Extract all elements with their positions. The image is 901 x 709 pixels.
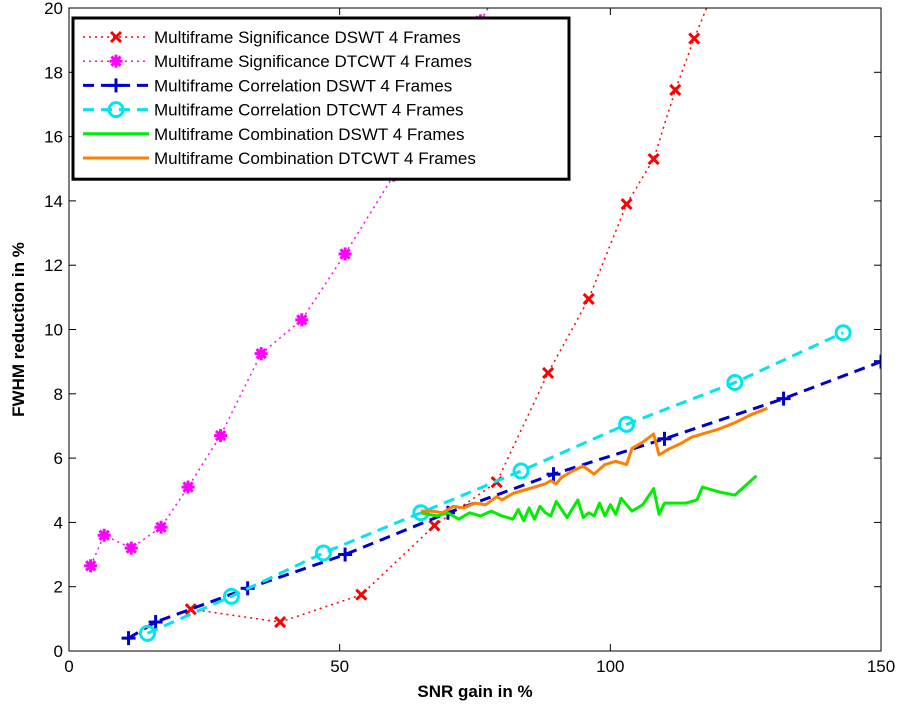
data-point: [355, 588, 368, 601]
legend-label: Multiframe Combination DTCWT 4 Frames: [154, 149, 476, 168]
data-point: [154, 520, 168, 534]
data-point: [582, 292, 595, 306]
legend-label: Multiframe Significance DSWT 4 Frames: [154, 28, 461, 47]
x-axis-title: SNR gain in %: [417, 682, 532, 701]
data-point: [181, 480, 195, 494]
data-point: [428, 519, 441, 532]
data-point: [148, 615, 163, 630]
series-layer: [84, 0, 881, 646]
data-point: [705, 0, 715, 3]
series-5: [420, 474, 758, 523]
axis-ticks: 0 50 100 150 0 2 4 6 8 10 12 14 16 18 20: [44, 0, 895, 676]
data-point: [138, 624, 156, 642]
series-line: [146, 331, 844, 635]
y-tick-label: 16: [44, 128, 63, 147]
legend-label: Multiframe Significance DTCWT 4 Frames: [154, 52, 472, 71]
data-point: [834, 324, 852, 342]
x-tick-label: 50: [330, 657, 349, 676]
legend-label: Multiframe Correlation DTCWT 4 Frames: [154, 101, 464, 120]
data-point: [647, 153, 660, 166]
data-point: [214, 429, 228, 443]
x-tick-label: 0: [64, 657, 73, 676]
data-point: [314, 544, 332, 562]
data-point: [874, 354, 881, 369]
series-4: [138, 324, 852, 642]
data-point: [776, 391, 791, 406]
y-tick-label: 4: [54, 513, 63, 532]
data-point: [726, 374, 744, 392]
legend-item: Multiframe Correlation DSWT 4 Frames: [83, 76, 452, 95]
data-point: [124, 541, 138, 555]
series-1: [184, 0, 715, 629]
data-point: [295, 313, 309, 327]
legend-label: Multiframe Correlation DSWT 4 Frames: [154, 76, 452, 95]
data-point: [84, 559, 98, 573]
y-tick-label: 10: [44, 321, 63, 340]
y-tick-label: 0: [54, 642, 63, 661]
y-tick-label: 8: [54, 385, 63, 404]
legend: Multiframe Significance DSWT 4 Frames Mul…: [71, 16, 571, 181]
data-point: [542, 366, 555, 379]
data-point: [546, 467, 561, 482]
y-tick-label: 2: [54, 578, 63, 597]
y-tick-label: 6: [54, 449, 63, 468]
legend-item: Multiframe Significance DSWT 4 Frames: [83, 28, 461, 47]
y-tick-label: 14: [44, 192, 63, 211]
legend-item: Multiframe Correlation DTCWT 4 Frames: [83, 101, 464, 120]
data-point: [338, 547, 353, 562]
data-point: [121, 631, 136, 646]
data-point: [620, 198, 633, 211]
y-tick-label: 18: [44, 63, 63, 82]
data-point: [184, 603, 197, 616]
legend-item: Multiframe Combination DTCWT 4 Frames: [83, 149, 476, 168]
data-point: [97, 528, 111, 542]
data-point: [657, 431, 672, 446]
data-point: [254, 347, 268, 361]
data-point: [618, 415, 636, 433]
data-point: [669, 83, 682, 97]
series-line: [420, 474, 758, 523]
series-line: [420, 406, 768, 515]
data-point: [222, 587, 240, 605]
legend-marker: [109, 78, 123, 93]
y-tick-label: 20: [44, 0, 63, 18]
data-point: [274, 616, 287, 629]
data-point: [688, 32, 701, 45]
series-line: [190, 8, 708, 623]
legend-box: [71, 16, 571, 181]
x-tick-label: 150: [867, 657, 895, 676]
data-point: [338, 247, 352, 261]
legend-marker: [107, 101, 125, 119]
series-6: [420, 406, 768, 515]
y-axis-title: FWHM reduction in %: [9, 242, 28, 417]
legend-marker: [109, 30, 123, 44]
legend-item: Multiframe Significance DTCWT 4 Frames: [83, 52, 472, 71]
legend-label: Multiframe Combination DSWT 4 Frames: [154, 125, 465, 144]
legend-item: Multiframe Combination DSWT 4 Frames: [83, 125, 465, 144]
x-tick-label: 100: [596, 657, 624, 676]
y-tick-label: 12: [44, 256, 63, 275]
data-point: [512, 462, 530, 480]
legend-marker: [109, 54, 123, 68]
